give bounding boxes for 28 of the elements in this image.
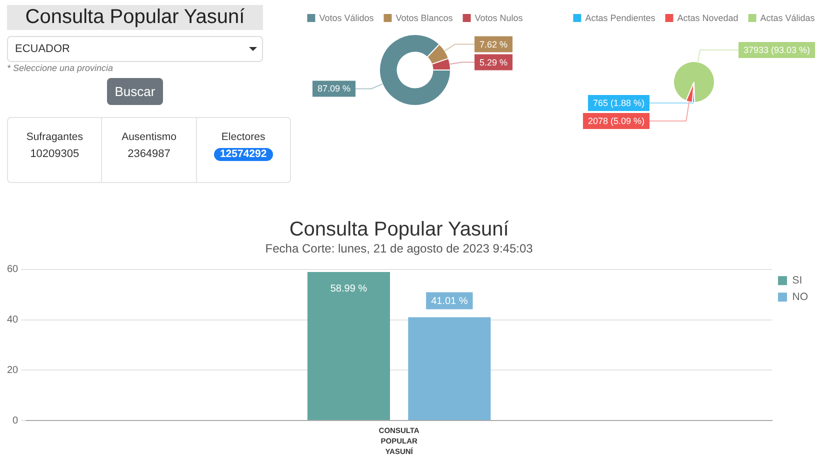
data-label: 5.29 %: [479, 57, 508, 68]
y-tick-label: 40: [7, 314, 19, 326]
stats-table: Sufragantes 10209305 Ausentismo 2364987 Electores 12574292: [7, 117, 291, 183]
chart-title: Consulta Popular Yasuní: [289, 218, 510, 241]
text: * Seleccione una provincia: [7, 63, 114, 73]
legend-label: Actas Novedad: [677, 12, 738, 23]
legend-label: NO: [792, 291, 808, 304]
data-label: 58.99 %: [330, 284, 368, 295]
chart-subtitle: Fecha Corte: lunes, 21 de agosto de 2023 9:45:03: [265, 242, 534, 256]
legend-label: Actas Pendientes: [585, 12, 656, 23]
legend-label: SI: [792, 274, 802, 287]
data-label: 7.62 %: [479, 39, 508, 50]
search-button: Buscar: [107, 78, 163, 105]
legend-label: Actas Válidas: [760, 12, 816, 23]
y-tick-label: 20: [7, 364, 19, 376]
legend-label: Votos Nulos: [474, 12, 524, 23]
legend-label: Votos Blancos: [396, 12, 454, 23]
data-label: 2078 (5.09 %): [588, 116, 645, 126]
text: Consulta Popular Yasuní: [25, 5, 245, 30]
y-tick-label: 60: [7, 264, 19, 276]
data-label: 37933 (93.03 %): [744, 45, 810, 56]
data-label: 41.01 %: [431, 296, 468, 307]
data-label: 87.09 %: [317, 84, 351, 94]
badge: 12574292: [214, 148, 273, 161]
dropdown-field: ECUADOR: [7, 36, 263, 62]
data-label: 765 (1.88 %): [592, 98, 644, 108]
y-tick-label: 0: [12, 415, 19, 426]
legend-label: Votos Válidos: [319, 12, 374, 23]
